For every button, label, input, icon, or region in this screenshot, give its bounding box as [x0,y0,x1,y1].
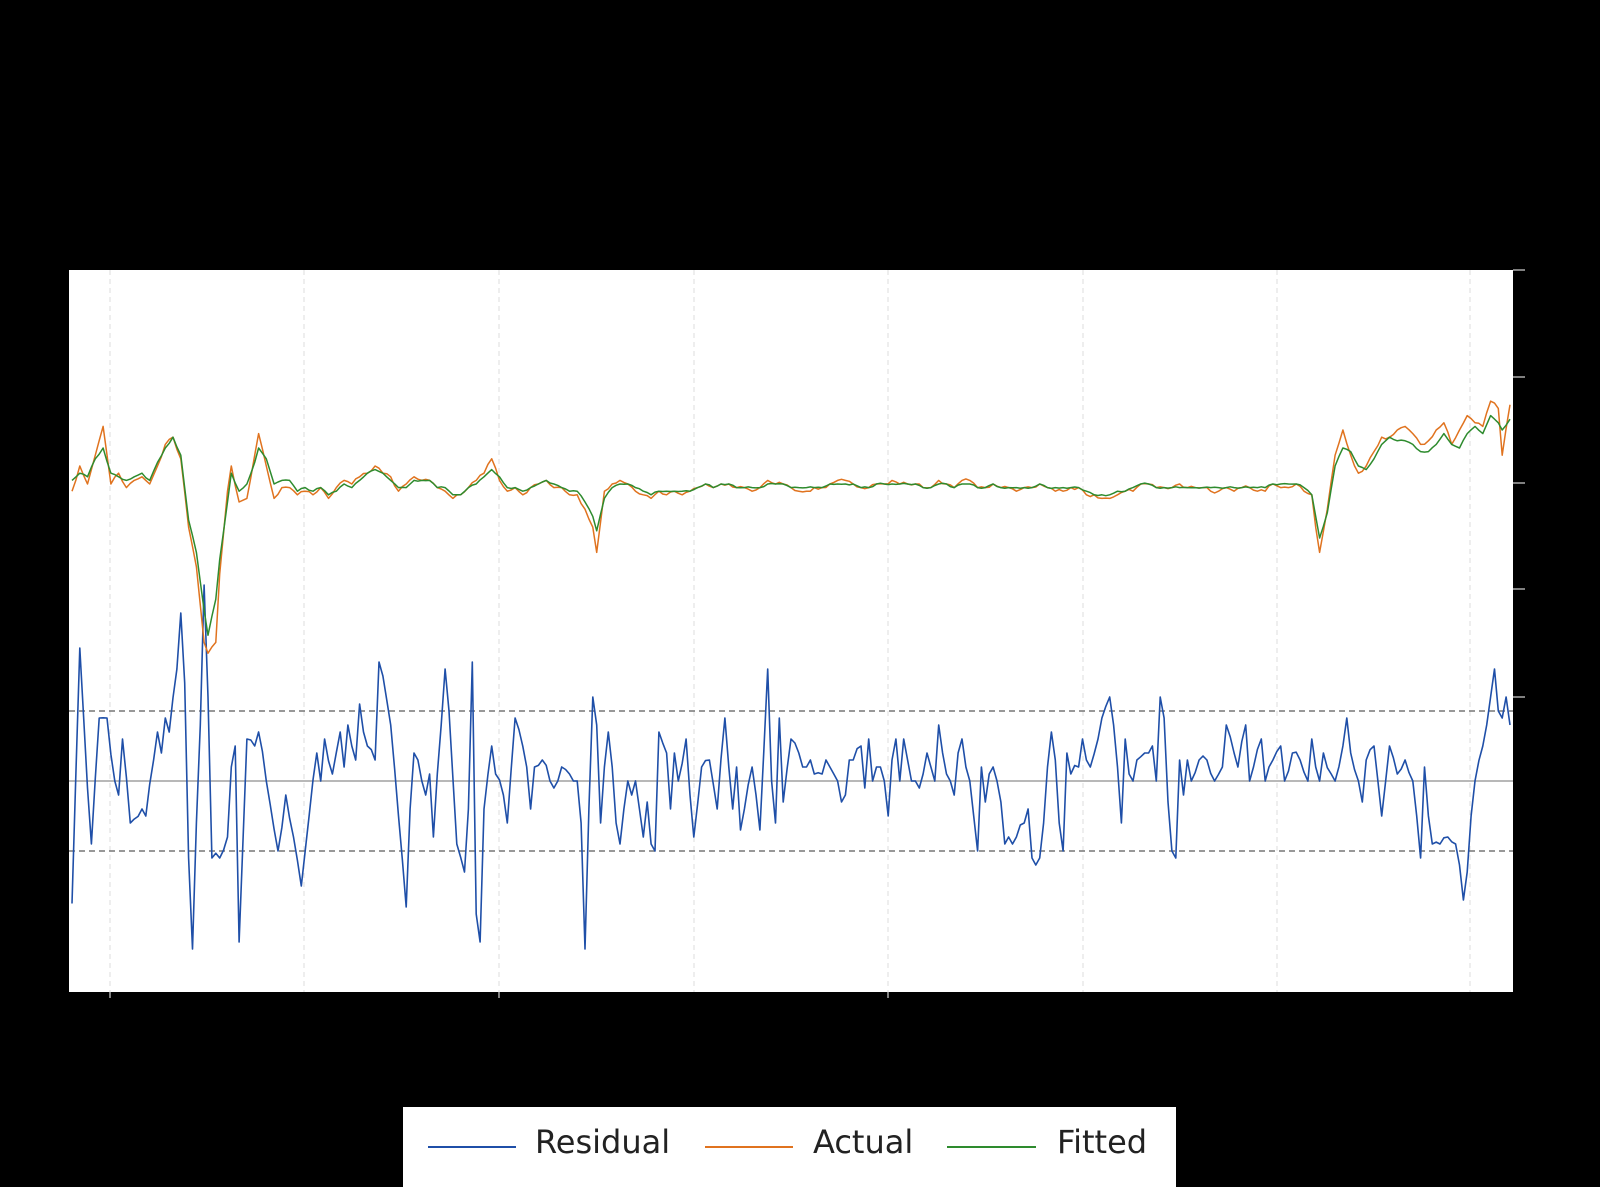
grid-lines [109,270,1471,992]
plot-area [69,270,1513,992]
series-line-fitted [71,414,1511,636]
legend-label-residual: Residual [535,1123,670,1161]
legend: Residual Actual Fitted [403,1107,1176,1187]
legend-label-fitted: Fitted [1057,1123,1147,1161]
series-lines [71,400,1511,950]
legend-label-actual: Actual [813,1123,913,1161]
axes [69,269,1525,998]
series-line-residual [71,584,1511,950]
